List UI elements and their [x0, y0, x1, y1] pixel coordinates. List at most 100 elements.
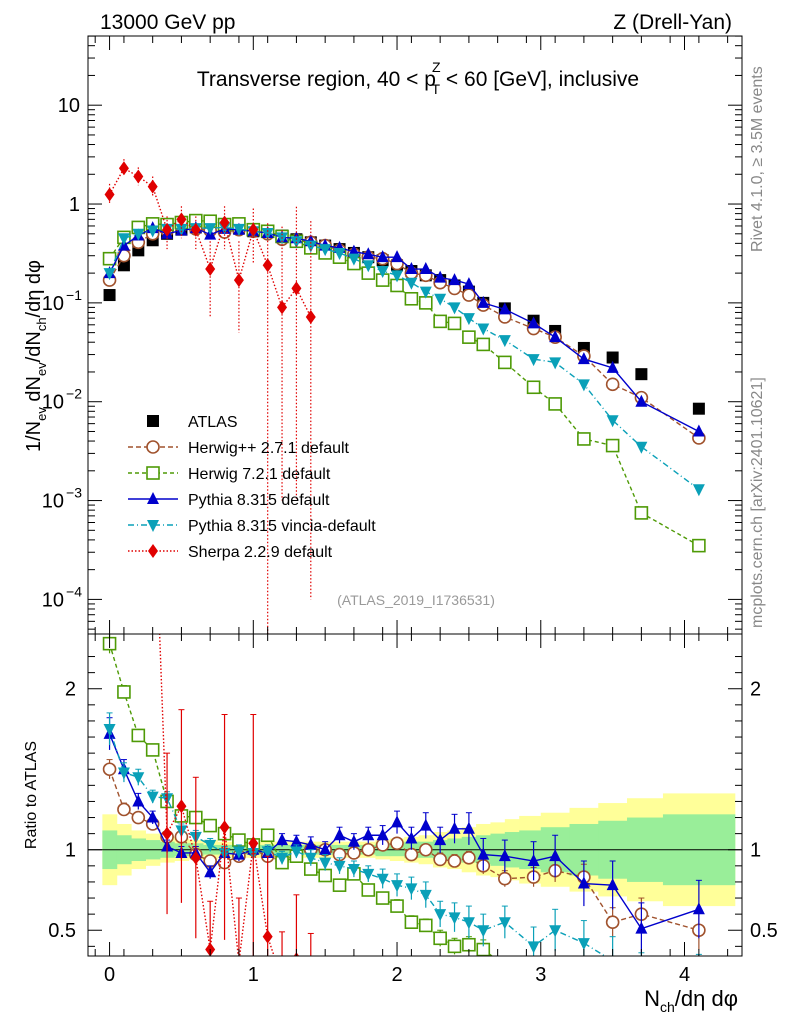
main-point-herwig-7-2-1-default — [433, 314, 447, 329]
main-point-sherpa-2-2-9-default — [305, 309, 316, 324]
main-point-atlas — [103, 289, 116, 302]
ratio-point-herwig-7-2-1-default — [232, 833, 246, 847]
main-point-pythia-8-315-vincia-default — [462, 313, 475, 326]
main-point-pythia-8-315-vincia-default — [419, 286, 432, 299]
ratio-point-pythia-8-315-default — [549, 849, 562, 862]
y-axis-label-ratio: Ratio to ATLAS — [23, 741, 40, 849]
ratio-point-herwig-2-7-1-default — [131, 810, 146, 825]
main-point-pythia-8-315-default — [419, 262, 432, 275]
ratio-point-pythia-8-315-default — [146, 810, 159, 823]
ratio-point-pythia-8-315-vincia-default — [527, 941, 540, 954]
ratio-point-pythia-8-315-default — [132, 794, 145, 807]
main-point-pythia-8-315-vincia-default — [376, 266, 389, 279]
main-point-pythia-8-315-vincia-default — [434, 293, 447, 306]
main-point-pythia-8-315-default — [606, 360, 619, 373]
ratio-point-sherpa-2-2-9-default — [262, 929, 273, 944]
ratio-point-sherpa-2-2-9-default — [190, 850, 201, 865]
main-frame — [87, 35, 743, 635]
main-point-herwig-7-2-1-default — [498, 355, 512, 370]
legend-marker-pythia-8-315-vincia-default — [147, 520, 159, 532]
y-tick-label: 10 — [42, 293, 64, 315]
main-point-pythia-8-315-vincia-default — [635, 441, 648, 454]
main-point-pythia-8-315-vincia-default — [319, 244, 332, 257]
main-line-pythia-8-315-vincia-default — [108, 226, 700, 490]
ratio-point-herwig-2-7-1-default — [447, 854, 462, 868]
main-point-sherpa-2-2-9-default — [205, 262, 216, 277]
main-point-pythia-8-315-vincia-default — [527, 354, 540, 367]
main-point-pythia-8-315-default — [362, 247, 375, 260]
main-point-sherpa-2-2-9-default — [176, 212, 187, 227]
ratio-point-herwig-7-2-1-default — [361, 883, 376, 897]
y-tick-label: 10 — [58, 95, 80, 117]
legend-label-pythia-8-315-default: Pythia 8.315 default — [188, 492, 330, 509]
legend-label-pythia-8-315-vincia-default: Pythia 8.315 vincia-default — [188, 518, 376, 535]
main-point-herwig-2-7-1-default — [117, 248, 131, 263]
main-point-pythia-8-315-vincia-default — [204, 223, 217, 236]
ratio-point-pythia-8-315-default — [419, 818, 432, 831]
ratio-plot — [102, 634, 706, 996]
ratio-point-pythia-8-315-default — [347, 834, 360, 847]
main-point-herwig-7-2-1-default — [404, 291, 419, 306]
main-point-sherpa-2-2-9-default — [291, 281, 302, 296]
mcplots-label: mcplots.cern.ch [arXiv:2401.10621] — [749, 377, 766, 628]
main-point-pythia-8-315-vincia-default — [549, 357, 562, 370]
ratio-point-sherpa-2-2-9-default — [248, 836, 259, 851]
ratio-point-herwig-2-7-1-default — [605, 915, 620, 929]
ratio-point-sherpa-2-2-9-default — [277, 973, 287, 987]
main-point-pythia-8-315-vincia-default — [117, 233, 130, 246]
y-tick-exponent: −1 — [66, 287, 82, 303]
ratio-point-pythia-8-315-vincia-default — [606, 955, 619, 956]
main-point-herwig-7-2-1-default — [462, 330, 476, 344]
ratio-point-pythia-8-315-vincia-default — [419, 889, 432, 902]
main-point-pythia-8-315-default — [347, 244, 360, 257]
legend-marker-herwig-2-7-1-default — [146, 440, 160, 454]
ratio-point-pythia-8-315-default — [333, 828, 346, 841]
ratio-point-herwig-2-7-1-default — [418, 842, 433, 857]
main-point-pythia-8-315-default — [527, 316, 540, 329]
main-point-herwig-7-2-1-default — [526, 380, 541, 395]
chart-title: Transverse region, 40 < pZ T < 60 [GeV], … — [197, 59, 639, 97]
ratio-point-herwig-7-2-1-default — [447, 939, 462, 954]
main-point-pythia-8-315-vincia-default — [103, 268, 116, 281]
main-point-pythia-8-315-default — [405, 262, 418, 275]
main-point-pythia-8-315-vincia-default — [362, 260, 375, 273]
main-plot — [102, 159, 706, 634]
ratio-point-pythia-8-315-vincia-default — [498, 917, 511, 930]
plot-frames — [87, 35, 743, 957]
ratio-point-pythia-8-315-vincia-default — [347, 864, 360, 877]
x-tick-label: 3 — [535, 964, 546, 986]
x-tick-label: 1 — [248, 964, 259, 986]
main-point-herwig-2-7-1-default — [462, 288, 476, 302]
ratio-point-herwig-7-2-1-default — [260, 828, 275, 843]
main-point-atlas — [692, 402, 705, 415]
ratio-point-pythia-8-315-vincia-default — [362, 868, 375, 881]
main-point-pythia-8-315-vincia-default — [692, 484, 705, 497]
ratio-point-pythia-8-315-vincia-default — [276, 852, 289, 865]
main-point-sherpa-2-2-9-default — [233, 273, 244, 288]
ratio-y-tick-label-left: 2 — [65, 679, 76, 701]
ratio-frame — [87, 633, 743, 957]
ratio-point-pythia-8-315-vincia-default — [434, 909, 447, 922]
ratio-point-herwig-2-7-1-default — [203, 854, 217, 868]
main-point-herwig-7-2-1-default — [102, 251, 117, 266]
main-point-pythia-8-315-vincia-default — [405, 277, 418, 290]
main-point-pythia-8-315-default — [477, 295, 490, 308]
ratio-point-pythia-8-315-vincia-default — [232, 846, 245, 859]
main-point-pythia-8-315-vincia-default — [333, 247, 346, 260]
analysis-watermark: (ATLAS_2019_I1736531) — [337, 592, 495, 608]
ratio-point-herwig-7-2-1-default — [404, 915, 419, 929]
main-point-pythia-8-315-vincia-default — [477, 323, 490, 336]
ratio-point-pythia-8-315-default — [362, 828, 375, 841]
ratio-point-pythia-8-315-vincia-default — [462, 917, 475, 930]
main-point-sherpa-2-2-9-default — [104, 187, 115, 202]
ratio-point-pythia-8-315-default — [527, 854, 540, 867]
header-beam-label: 13000 GeV pp — [100, 11, 235, 34]
ratio-point-pythia-8-315-vincia-default — [333, 860, 346, 873]
ratio-line-herwig-2-7-1-default — [108, 769, 700, 931]
ratio-point-pythia-8-315-default — [276, 833, 289, 846]
main-point-pythia-8-315-default — [635, 394, 648, 407]
ratio-point-herwig-7-2-1-default — [131, 728, 146, 743]
ratio-point-pythia-8-315-default — [635, 921, 648, 934]
ratio-point-herwig-7-2-1-default — [607, 984, 619, 996]
